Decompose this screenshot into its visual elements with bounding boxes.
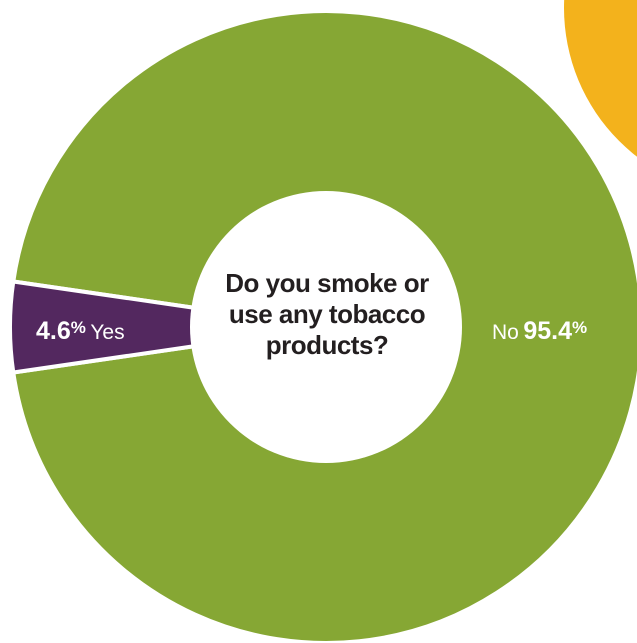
donut-slices: [8, 9, 637, 643]
donut-slice-yes: [8, 279, 328, 375]
slice-value-yes: 4.6: [36, 317, 71, 345]
slice-category-yes: Yes: [90, 321, 125, 344]
chart-title-line-3: products?: [265, 330, 389, 360]
chart-title-line-1: Do you smoke or: [225, 268, 429, 298]
slice-label-no: No 95.4%: [492, 317, 587, 346]
slice-unit-yes: %: [70, 318, 86, 337]
slice-value-no: 95.4: [523, 317, 572, 345]
decorative-accent-circle: [564, 0, 637, 157]
chart-title: Do you smoke or use any tobacco products…: [190, 268, 464, 361]
slice-category-no: No: [492, 321, 519, 344]
slice-unit-no: %: [571, 318, 588, 337]
slice-label-yes: 4.6% Yes: [36, 317, 125, 346]
donut-center-hole: [190, 191, 462, 463]
donut-slice-no: [11, 9, 637, 643]
chart-title-line-2: use any tobacco: [228, 299, 426, 329]
